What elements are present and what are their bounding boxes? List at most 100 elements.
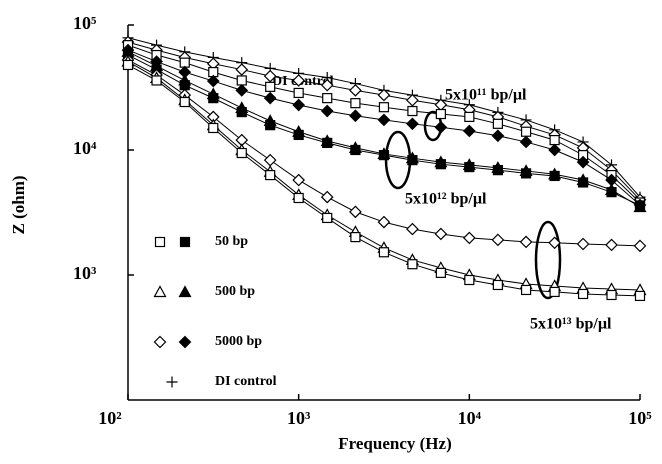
marker: [377, 147, 391, 160]
marker: [206, 74, 220, 88]
marker: [206, 87, 220, 100]
marker: [235, 101, 249, 114]
marker: [548, 236, 561, 250]
marker: [406, 93, 419, 107]
marker: [292, 173, 306, 187]
legend-label: 50 bp: [215, 234, 248, 249]
marker: [350, 232, 361, 243]
marker: [292, 98, 306, 112]
marker: [263, 153, 277, 167]
series-line: [127, 49, 641, 206]
marker: [263, 69, 277, 83]
marker: [549, 286, 560, 298]
group-ellipse: [384, 130, 412, 190]
marker: [178, 285, 192, 298]
marker: [549, 135, 560, 146]
marker: [208, 122, 219, 134]
marker: [519, 164, 533, 177]
y-tick-label: 10⁵: [73, 13, 97, 33]
marker: [605, 238, 618, 252]
marker: [377, 215, 391, 229]
marker: [265, 169, 276, 181]
x-axis-title: Frequency (Hz): [338, 434, 451, 453]
marker: [320, 190, 334, 204]
marker: [235, 84, 249, 97]
marker: [154, 236, 166, 248]
marker: [122, 59, 134, 71]
marker: [349, 109, 362, 123]
marker: [435, 108, 446, 120]
marker: [462, 158, 476, 170]
marker: [548, 167, 562, 180]
marker: [405, 151, 419, 164]
annotation: 5x10¹³ bp/µl: [530, 316, 612, 333]
marker: [179, 236, 191, 248]
y-tick-label: 10³: [73, 263, 97, 283]
marker: [235, 63, 249, 76]
x-tick-label: 10⁵: [628, 408, 652, 428]
marker: [576, 155, 590, 169]
marker: [378, 247, 390, 258]
series-line: [127, 51, 641, 208]
marker: [576, 173, 590, 186]
marker: [320, 104, 334, 118]
marker: [406, 117, 419, 131]
marker: [236, 147, 247, 159]
legend-label: 500 bp: [215, 284, 255, 299]
legend-marker: [166, 376, 178, 388]
series-line: [127, 54, 641, 206]
marker: [236, 75, 247, 86]
marker: [434, 227, 448, 241]
x-tick-label: 10⁴: [458, 408, 482, 428]
annotation: 5x10¹¹ bp/µl: [445, 87, 527, 104]
marker: [491, 161, 505, 173]
marker: [492, 279, 503, 291]
marker: [292, 124, 306, 137]
marker: [491, 233, 505, 247]
marker: [348, 141, 362, 153]
marker: [634, 290, 646, 302]
marker: [407, 105, 418, 117]
y-tick-label: 10⁴: [73, 138, 97, 158]
x-tick-label: 10³: [287, 408, 311, 428]
marker: [462, 124, 476, 138]
y-axis-title: Z (ohm): [9, 175, 28, 234]
marker: [153, 335, 167, 349]
marker: [492, 118, 503, 129]
marker: [151, 75, 162, 86]
marker: [462, 231, 476, 245]
marker: [350, 98, 361, 109]
legend-label: DI control: [215, 374, 277, 389]
marker: [322, 93, 333, 104]
marker: [293, 87, 304, 99]
marker: [293, 192, 304, 204]
annotation: 5x10¹² bp/µl: [405, 191, 487, 208]
marker: [320, 78, 334, 92]
marker: [178, 73, 192, 86]
marker: [606, 289, 617, 301]
marker: [378, 102, 390, 113]
marker: [464, 274, 475, 286]
marker: [153, 285, 167, 298]
group-ellipse: [534, 220, 562, 300]
marker: [576, 237, 590, 251]
marker: [263, 114, 277, 126]
marker: [464, 111, 475, 122]
marker: [434, 120, 448, 134]
marker: [178, 335, 192, 349]
marker: [519, 135, 533, 149]
marker: [435, 267, 446, 278]
marker: [434, 155, 448, 168]
marker: [263, 91, 277, 105]
legend-label: 5000 bp: [215, 334, 262, 349]
marker: [407, 259, 418, 270]
x-tick-label: 10²: [98, 408, 121, 428]
marker: [520, 126, 532, 137]
marker: [179, 96, 190, 108]
marker: [605, 183, 619, 195]
marker: [320, 134, 334, 147]
marker: [349, 205, 362, 219]
marker: [548, 143, 561, 157]
marker: [519, 235, 533, 249]
